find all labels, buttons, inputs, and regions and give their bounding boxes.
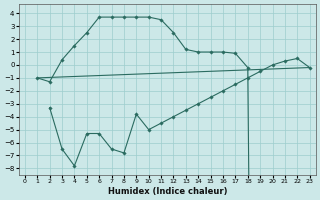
X-axis label: Humidex (Indice chaleur): Humidex (Indice chaleur) (108, 187, 227, 196)
